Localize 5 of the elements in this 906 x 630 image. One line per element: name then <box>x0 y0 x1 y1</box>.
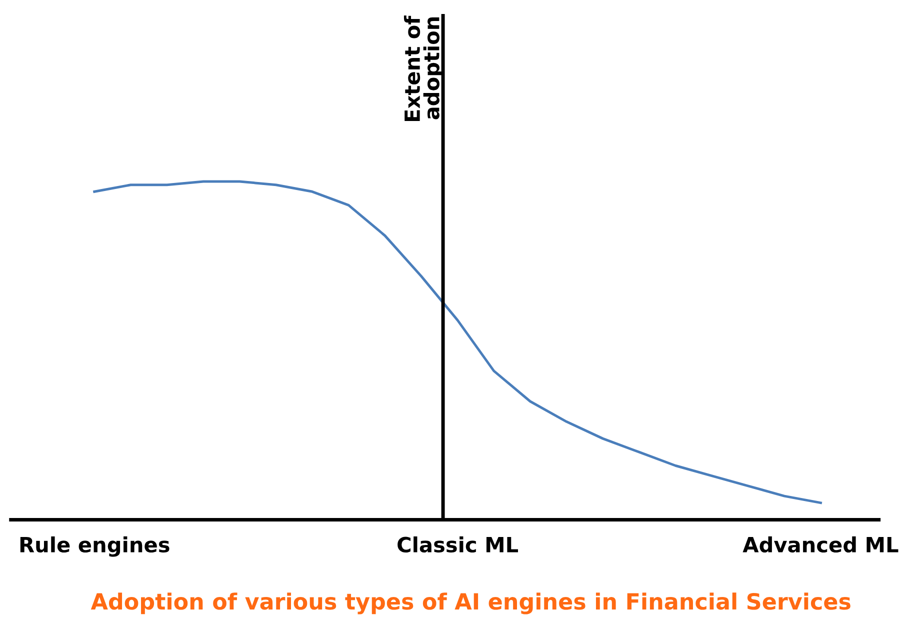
x-tick-label: Classic ML <box>398 536 518 553</box>
x-tick-label: Advanced ML <box>742 536 898 553</box>
x-tick-label: Rule engines <box>20 536 170 557</box>
text: Adoption of various types of AI engines in Financial Services <box>90 592 850 614</box>
y-axis-title: Extent of adoption <box>404 16 444 122</box>
